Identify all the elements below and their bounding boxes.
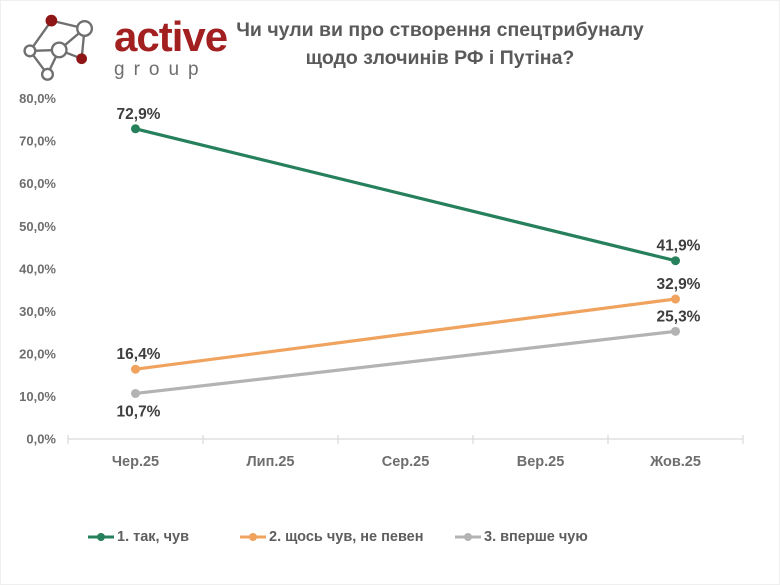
y-axis-label: 60,0%	[19, 176, 56, 191]
legend-marker-icon	[240, 533, 266, 541]
legend-item-heard-something: 2. щось чув, не певен	[240, 520, 424, 554]
data-label: 16,4%	[117, 346, 161, 363]
y-axis-label: 20,0%	[19, 346, 56, 361]
data-label: 10,7%	[117, 403, 161, 420]
chart-legend: 1. так, чув 2. щось чув, не певен 3. впе…	[0, 520, 780, 554]
data-point	[671, 326, 680, 336]
data-point	[131, 388, 140, 398]
x-axis-label: Вер.25	[517, 454, 565, 470]
data-label: 32,9%	[657, 276, 701, 293]
network-logo-icon	[23, 14, 94, 81]
x-axis-label: Лип.25	[246, 454, 294, 470]
x-axis-label: Жов.25	[649, 454, 701, 470]
data-point	[671, 294, 680, 304]
data-label: 41,9%	[657, 238, 701, 255]
series-line	[133, 297, 678, 371]
x-axis-label: Сер.25	[382, 454, 430, 470]
data-label: 25,3%	[657, 308, 701, 325]
brand-name-primary: active	[114, 12, 228, 60]
active-group-logo: active group	[22, 6, 232, 88]
legend-item-yes-heard: 1. так, чув	[88, 520, 189, 554]
brand-name-secondary: group	[114, 58, 208, 80]
legend-label: 3. вперше чую	[484, 529, 588, 545]
line-chart: 0,0% 10,0% 20,0% 30,0% 40,0% 50,0% 60,0% 70,0% 8…	[19, 91, 744, 470]
chart-area: 0,0% 10,0% 20,0% 30,0% 40,0% 50,0% 60,0% 70,0% 8…	[0, 88, 780, 488]
y-axis-label: 80,0%	[19, 91, 56, 106]
legend-item-first-time: 3. вперше чую	[455, 520, 588, 554]
y-axis-label: 40,0%	[19, 261, 56, 276]
data-point	[131, 124, 140, 134]
legend-label: 2. щось чув, не певен	[269, 529, 424, 545]
data-point	[671, 256, 680, 266]
x-axis-label: Чер.25	[112, 454, 159, 470]
y-axis-label: 30,0%	[19, 304, 56, 319]
legend-label: 1. так, чув	[117, 529, 189, 545]
data-label: 72,9%	[117, 106, 161, 123]
y-axis-label: 70,0%	[19, 134, 56, 149]
brand-text: active group	[114, 12, 228, 80]
chart-title: Чи чули ви про створення спецтрибуналу щ…	[235, 16, 645, 73]
series-line	[133, 127, 678, 263]
y-axis-label: 50,0%	[19, 219, 56, 234]
data-point	[131, 364, 140, 374]
series-line	[133, 329, 678, 396]
chart-title-line2: щодо злочинів РФ і Путіна?	[305, 47, 575, 70]
legend-marker-icon	[455, 533, 481, 541]
legend-marker-icon	[88, 533, 114, 541]
y-axis-label: 10,0%	[19, 389, 56, 404]
y-axis-label: 0,0%	[26, 432, 56, 447]
chart-title-line1: Чи чули ви про створення спецтрибуналу	[236, 19, 644, 41]
